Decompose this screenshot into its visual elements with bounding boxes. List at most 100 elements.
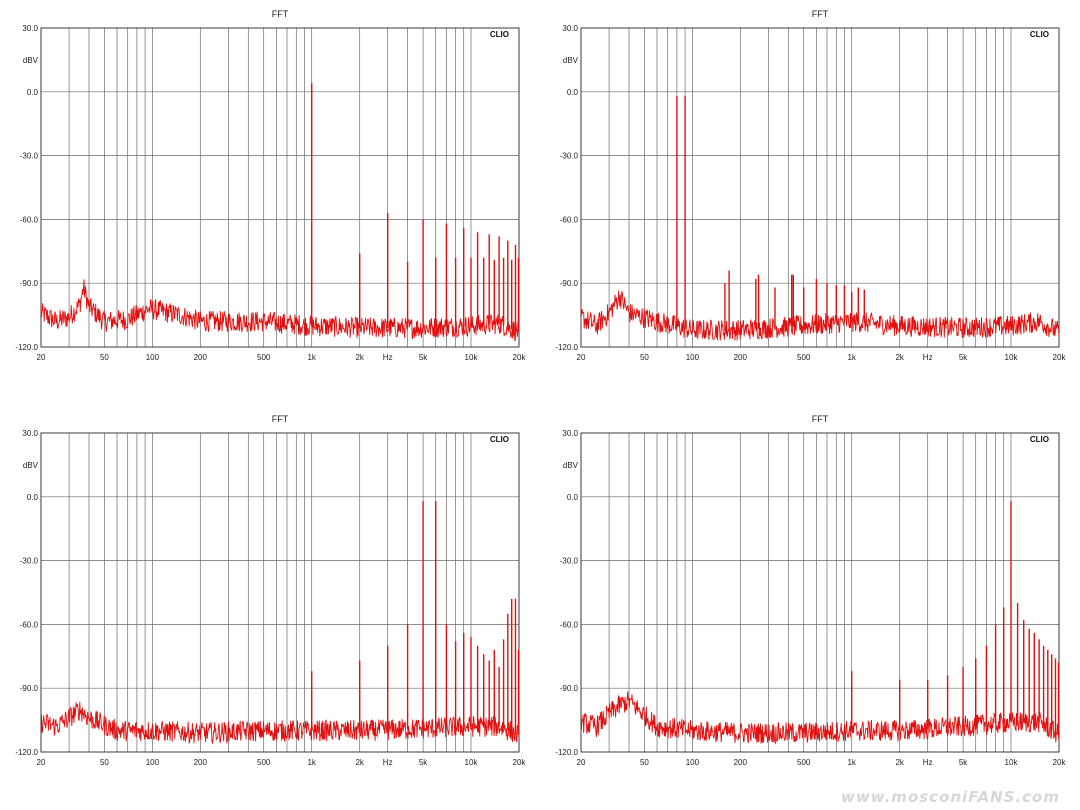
x-tick-label: 20	[577, 353, 586, 362]
noise-trace	[40, 701, 520, 745]
y-tick-label: -90.0	[20, 279, 39, 288]
x-tick-label: 500	[797, 758, 811, 767]
x-tick-label: 2k	[355, 758, 364, 767]
x-tick-label: 10k	[1005, 758, 1019, 767]
chart-title: FFT	[812, 414, 829, 424]
spectral-peaks	[851, 501, 1060, 735]
y-tick-label: -120.0	[15, 343, 38, 352]
x-axis-label: Hz	[383, 758, 393, 767]
x-tick-label: 20k	[1053, 758, 1067, 767]
brand-label: CLIO	[1030, 435, 1049, 444]
y-tick-label: -90.0	[560, 684, 579, 693]
x-tick-label: 2k	[895, 758, 904, 767]
y-tick-label: -30.0	[20, 557, 39, 566]
grid-lines	[41, 28, 519, 347]
x-tick-label: 5k	[959, 758, 968, 767]
y-tick-label: -120.0	[555, 343, 578, 352]
y-axis-label: dBV	[23, 461, 39, 470]
x-tick-label: 20	[37, 353, 46, 362]
x-tick-label: 5k	[959, 353, 968, 362]
y-tick-label: 0.0	[27, 493, 39, 502]
y-tick-label: -30.0	[560, 557, 579, 566]
grid-lines	[581, 433, 1059, 752]
x-tick-label: 200	[194, 353, 208, 362]
chart-title: FFT	[272, 9, 289, 19]
x-tick-label: 100	[686, 758, 700, 767]
y-tick-label: -60.0	[20, 215, 39, 224]
y-tick-label: -120.0	[555, 748, 578, 757]
x-tick-label: 10k	[465, 353, 479, 362]
y-tick-label: -30.0	[20, 152, 39, 161]
x-axis-label: Hz	[383, 353, 393, 362]
x-axis-label: Hz	[923, 758, 933, 767]
plot-frame	[40, 27, 520, 348]
y-tick-label: 30.0	[562, 24, 578, 33]
x-tick-label: 100	[146, 758, 160, 767]
x-tick-label: 1k	[307, 353, 316, 362]
spectral-peaks	[311, 83, 520, 333]
y-axis-label: dBV	[563, 56, 579, 65]
x-tick-label: 100	[146, 353, 160, 362]
fft-panel-4: FFT CLIO 30.0 0.0 -30.0 -60.0 -90.0 -120.0 dBV 20…	[555, 414, 1066, 767]
y-tick-label: 30.0	[22, 429, 38, 438]
brand-label: CLIO	[490, 30, 509, 39]
spectral-peaks	[676, 96, 865, 330]
plot-frame	[580, 432, 1060, 753]
spectral-peaks	[311, 501, 520, 735]
x-tick-label: 500	[797, 353, 811, 362]
x-tick-label: 5k	[419, 353, 428, 362]
y-tick-label: 0.0	[27, 88, 39, 97]
chart-title: FFT	[272, 414, 289, 424]
fft-panel-2: FFT CLIO 30.0 0.0 -30.0 -60.0 -90.0 -120.0 dBV 20…	[555, 9, 1066, 362]
y-tick-label: 30.0	[22, 24, 38, 33]
x-tick-label: 100	[686, 353, 700, 362]
y-tick-label: 0.0	[567, 493, 579, 502]
x-tick-label: 2k	[355, 353, 364, 362]
y-tick-label: 30.0	[562, 429, 578, 438]
x-tick-label: 10k	[465, 758, 479, 767]
y-tick-label: -120.0	[15, 748, 38, 757]
grid-lines	[41, 433, 519, 752]
x-tick-label: 200	[194, 758, 208, 767]
y-axis-label: dBV	[23, 56, 39, 65]
x-tick-label: 10k	[1005, 353, 1019, 362]
x-tick-label: 50	[100, 758, 109, 767]
x-tick-label: 2k	[895, 353, 904, 362]
noise-trace	[580, 691, 1060, 745]
y-tick-label: -60.0	[20, 620, 39, 629]
x-tick-label: 20	[577, 758, 586, 767]
plot-frame	[580, 27, 1060, 348]
x-tick-label: 5k	[419, 758, 428, 767]
x-tick-label: 1k	[847, 758, 856, 767]
y-tick-label: 0.0	[567, 88, 579, 97]
y-tick-label: -90.0	[560, 279, 579, 288]
brand-label: CLIO	[490, 435, 509, 444]
grid-lines	[581, 28, 1059, 347]
chart-title: FFT	[812, 9, 829, 19]
x-tick-label: 200	[734, 758, 748, 767]
fft-panel-3: FFT CLIO 30.0 0.0 -30.0 -60.0 -90.0 -120.0 dBV 20…	[15, 414, 526, 767]
watermark-text: www.mosconiFANS.com	[841, 788, 1060, 806]
noise-trace	[580, 290, 1060, 341]
x-tick-label: 20k	[513, 758, 527, 767]
x-tick-label: 1k	[307, 758, 316, 767]
x-tick-label: 20k	[513, 353, 527, 362]
y-tick-label: -60.0	[560, 215, 579, 224]
fft-panel-1: FFT CLIO 30.0 0.0 -30.0 -60.0 -90.0 -120.0 dBV 20…	[15, 9, 526, 362]
y-tick-label: -90.0	[20, 684, 39, 693]
x-tick-label: 50	[100, 353, 109, 362]
x-tick-label: 500	[257, 353, 271, 362]
noise-trace	[40, 279, 520, 342]
x-tick-label: 20k	[1053, 353, 1067, 362]
brand-label: CLIO	[1030, 30, 1049, 39]
x-axis-label: Hz	[923, 353, 933, 362]
x-tick-label: 1k	[847, 353, 856, 362]
x-tick-label: 500	[257, 758, 271, 767]
x-tick-label: 50	[640, 353, 649, 362]
y-tick-label: -60.0	[560, 620, 579, 629]
y-tick-label: -30.0	[560, 152, 579, 161]
plot-frame	[40, 432, 520, 753]
x-tick-label: 50	[640, 758, 649, 767]
x-tick-label: 200	[734, 353, 748, 362]
